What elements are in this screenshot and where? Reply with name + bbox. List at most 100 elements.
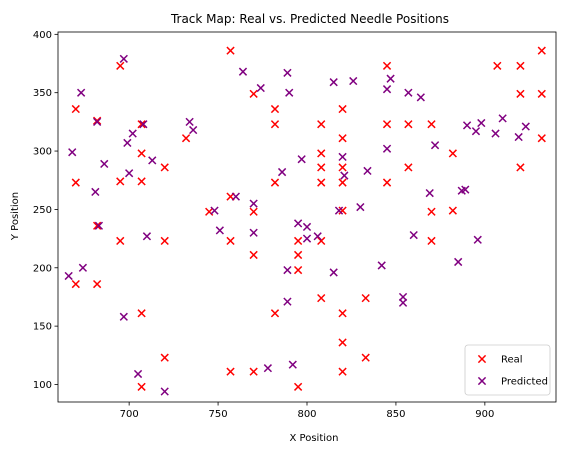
- data-point-real: [317, 163, 326, 172]
- data-point-predicted: [416, 93, 425, 102]
- data-point-real: [71, 279, 80, 289]
- data-point-real: [226, 367, 235, 376]
- data-point-predicted: [76, 88, 86, 97]
- data-point-predicted: [249, 199, 258, 208]
- data-point-real: [338, 338, 347, 347]
- data-point-real: [317, 178, 326, 187]
- data-point-real: [160, 163, 169, 172]
- data-point-real: [293, 265, 303, 275]
- x-axis-label: X Position: [290, 433, 339, 444]
- data-point-predicted: [256, 83, 265, 93]
- data-point-predicted: [377, 261, 386, 270]
- data-point-predicted: [356, 202, 365, 212]
- data-point-predicted: [215, 226, 224, 235]
- data-point-predicted: [283, 265, 292, 275]
- data-point-real: [181, 134, 191, 143]
- data-point-predicted: [425, 188, 434, 198]
- data-point-predicted: [498, 114, 507, 123]
- data-point-real: [361, 353, 370, 362]
- data-point-predicted: [285, 88, 294, 97]
- data-point-real: [404, 120, 413, 129]
- data-point-real: [293, 250, 303, 260]
- data-point-real: [338, 163, 347, 172]
- data-point-real: [382, 178, 392, 187]
- y-tick-label: 100: [33, 380, 52, 391]
- data-point-real: [137, 149, 146, 158]
- data-point-predicted: [91, 187, 100, 197]
- data-point-real: [338, 134, 347, 143]
- data-point-predicted: [64, 271, 73, 281]
- data-point-real: [137, 382, 146, 391]
- data-point-real: [404, 163, 413, 172]
- data-point-predicted: [133, 369, 143, 379]
- data-point-predicted: [139, 120, 148, 129]
- data-point-real: [92, 116, 102, 125]
- data-point-real: [92, 279, 102, 289]
- data-point-real: [160, 353, 169, 362]
- data-point-real: [249, 89, 258, 98]
- data-point-real: [338, 104, 347, 114]
- data-point-real: [361, 293, 370, 303]
- data-point-predicted: [249, 228, 258, 237]
- data-point-predicted: [461, 185, 470, 194]
- data-point-real: [516, 61, 525, 70]
- data-point-predicted: [409, 230, 418, 240]
- y-tick-label: 200: [33, 263, 52, 274]
- series-real: [71, 46, 546, 391]
- data-point-predicted: [340, 171, 349, 180]
- data-point-predicted: [283, 297, 292, 306]
- data-point-predicted: [349, 76, 358, 86]
- data-point-predicted: [521, 122, 530, 131]
- data-point-real: [71, 178, 80, 187]
- data-point-predicted: [238, 67, 248, 76]
- y-tick-label: 150: [33, 322, 52, 333]
- data-point-predicted: [128, 129, 137, 138]
- data-point-real: [317, 236, 326, 246]
- data-point-real: [116, 177, 125, 186]
- data-point-real: [137, 309, 146, 318]
- data-point-real: [338, 206, 347, 215]
- data-point-predicted: [313, 232, 322, 241]
- legend-label-predicted: Predicted: [501, 377, 548, 388]
- y-axis-label: Y Position: [10, 192, 21, 241]
- data-point-predicted: [94, 221, 104, 230]
- data-point-real: [293, 382, 303, 391]
- legend: Real Predicted: [464, 344, 551, 396]
- data-point-predicted: [78, 263, 88, 272]
- data-point-predicted: [473, 235, 482, 244]
- data-point-real: [249, 250, 258, 260]
- data-point-real: [382, 120, 392, 129]
- chart-title: Track Map: Real vs. Predicted Needle Pos…: [170, 12, 449, 26]
- data-point-predicted: [148, 156, 157, 165]
- data-point-real: [92, 221, 102, 230]
- data-point-predicted: [338, 152, 347, 162]
- data-point-real: [270, 104, 280, 114]
- data-point-predicted: [334, 206, 344, 215]
- data-point-predicted: [491, 129, 500, 138]
- y-tick-label: 350: [33, 88, 52, 99]
- data-point-real: [137, 120, 146, 129]
- data-point-real: [516, 89, 525, 98]
- legend-box: [464, 344, 551, 396]
- data-point-real: [427, 236, 436, 246]
- axes: 700 750 800 850 900 100 150 200 250 300 350 400: [33, 30, 557, 420]
- data-point-predicted: [100, 159, 109, 169]
- data-point-predicted: [210, 206, 219, 215]
- data-point-real: [249, 207, 258, 216]
- data-point-predicted: [386, 74, 395, 83]
- data-point-real: [537, 46, 546, 55]
- data-point-real: [493, 61, 502, 70]
- data-point-predicted: [293, 219, 303, 228]
- data-point-real: [537, 134, 546, 143]
- data-point-real: [427, 207, 436, 216]
- data-point-real: [226, 236, 235, 246]
- y-tick-label: 250: [33, 205, 52, 216]
- x-tick-label: 850: [386, 409, 405, 420]
- data-point-real: [382, 61, 392, 70]
- data-point-predicted: [514, 132, 523, 142]
- x-tick-label: 700: [120, 409, 139, 420]
- data-point-predicted: [329, 268, 338, 277]
- data-point-real: [537, 89, 546, 98]
- data-point-predicted: [454, 257, 463, 267]
- data-point-predicted: [123, 138, 132, 148]
